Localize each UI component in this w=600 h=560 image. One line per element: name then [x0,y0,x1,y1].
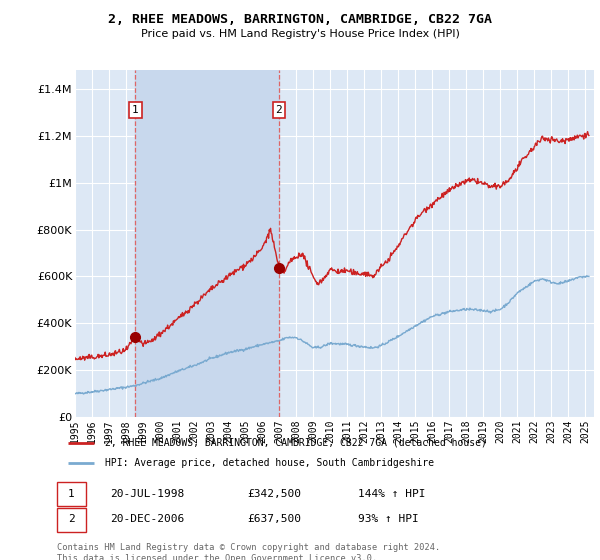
Text: 144% ↑ HPI: 144% ↑ HPI [358,489,425,498]
Text: Price paid vs. HM Land Registry's House Price Index (HPI): Price paid vs. HM Land Registry's House … [140,29,460,39]
Text: £637,500: £637,500 [247,515,301,524]
Text: HPI: Average price, detached house, South Cambridgeshire: HPI: Average price, detached house, Sout… [104,458,434,468]
Text: 1: 1 [68,489,74,498]
Text: Contains HM Land Registry data © Crown copyright and database right 2024.
This d: Contains HM Land Registry data © Crown c… [57,543,440,560]
Text: 20-JUL-1998: 20-JUL-1998 [110,489,184,498]
Text: 20-DEC-2006: 20-DEC-2006 [110,515,184,524]
Bar [57,482,86,506]
Bar [57,508,86,532]
Text: 2: 2 [68,515,74,524]
Bar [136,70,278,417]
Text: 1: 1 [132,105,139,115]
Text: 93% ↑ HPI: 93% ↑ HPI [358,515,419,524]
Text: 2, RHEE MEADOWS, BARRINGTON, CAMBRIDGE, CB22 7GA: 2, RHEE MEADOWS, BARRINGTON, CAMBRIDGE, … [108,13,492,26]
Text: 2: 2 [275,105,282,115]
Text: £342,500: £342,500 [247,489,301,498]
Text: 2, RHEE MEADOWS, BARRINGTON, CAMBRIDGE, CB22 7GA (detached house): 2, RHEE MEADOWS, BARRINGTON, CAMBRIDGE, … [104,438,487,448]
